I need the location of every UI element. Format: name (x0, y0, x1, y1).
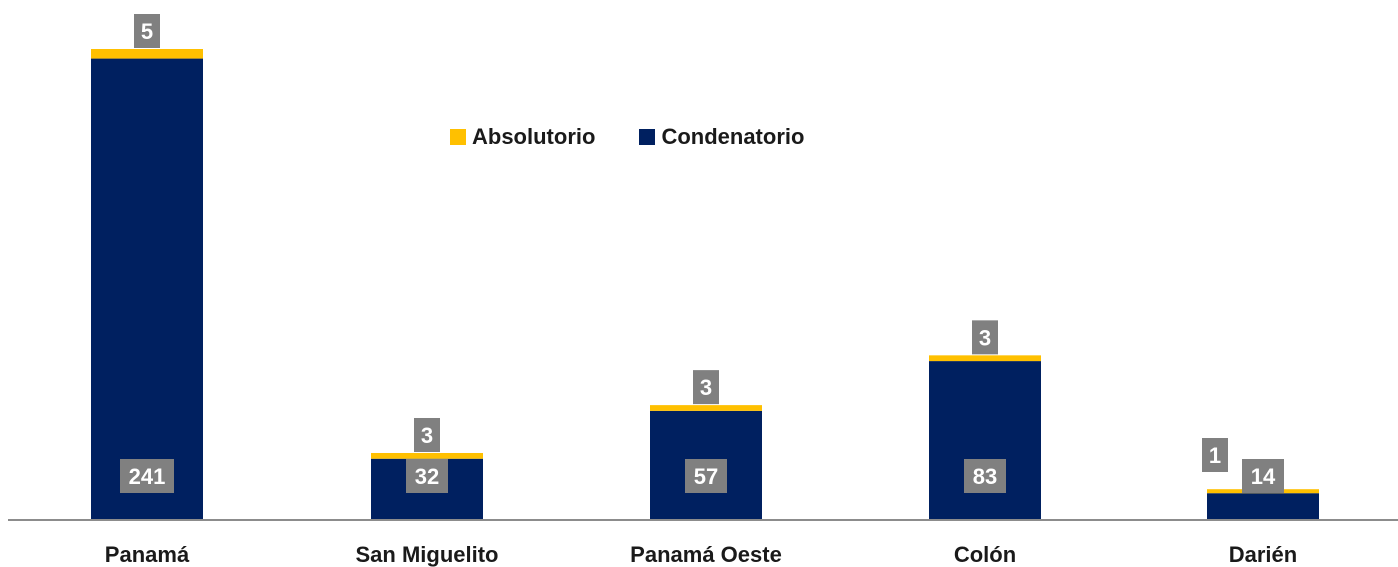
data-label-absolutorio: 3 (972, 320, 998, 355)
data-label-absolutorio-text: 3 (421, 423, 433, 448)
data-label-condenatorio-text: 32 (415, 464, 439, 489)
bar-condenatorio (1207, 493, 1319, 520)
bar-condenatorio (91, 58, 203, 520)
data-label-condenatorio-text: 241 (129, 464, 166, 489)
bar-absolutorio (371, 452, 483, 459)
data-label-absolutorio: 1 (1202, 438, 1228, 472)
data-label-condenatorio-box (1242, 459, 1284, 493)
data-label-absolutorio-text: 1 (1209, 443, 1221, 468)
data-label-absolutorio: 5 (134, 14, 160, 48)
data-label-condenatorio: 32 (406, 459, 448, 493)
bar-absolutorio (650, 405, 762, 411)
legend-label-condenatorio: Condenatorio (661, 124, 805, 149)
data-label-condenatorio: 14 (1242, 459, 1284, 493)
legend-swatch-absolutorio (450, 129, 466, 145)
data-label-absolutorio: 3 (693, 370, 719, 405)
x-tick-label: Darién (1229, 542, 1297, 567)
legend-label-absolutorio: Absolutorio (472, 124, 596, 149)
data-label-condenatorio-text: 83 (973, 464, 997, 489)
data-label-absolutorio-text: 3 (700, 375, 712, 400)
data-label-condenatorio-box (964, 459, 1006, 493)
legend-item-condenatorio: Condenatorio (639, 124, 804, 150)
data-label-condenatorio-text: 57 (694, 464, 718, 489)
x-tick-label: San Miguelito (356, 542, 499, 567)
x-tick-label: Colón (954, 542, 1016, 567)
legend: Absolutorio Condenatorio (450, 124, 848, 150)
legend-item-absolutorio: Absolutorio (450, 124, 595, 150)
data-label-absolutorio-box (414, 417, 440, 452)
data-label-condenatorio: 57 (685, 459, 727, 493)
data-label-absolutorio-box (693, 370, 719, 405)
data-label-absolutorio: 3 (414, 417, 440, 452)
data-label-absolutorio-box (134, 14, 160, 48)
data-label-condenatorio: 83 (964, 459, 1006, 493)
data-label-absolutorio-box (1202, 438, 1228, 472)
x-tick-label: Panamá (105, 542, 190, 567)
legend-swatch-condenatorio (639, 129, 656, 145)
data-label-condenatorio-box (120, 459, 174, 493)
data-label-condenatorio-box (685, 459, 727, 493)
data-label-condenatorio: 241 (120, 459, 174, 493)
bar-absolutorio (929, 355, 1041, 362)
x-tick-label: Panamá Oeste (630, 542, 782, 567)
data-label-absolutorio-box (972, 320, 998, 355)
bar-condenatorio (929, 361, 1041, 520)
data-label-absolutorio-text: 3 (979, 325, 991, 350)
data-label-condenatorio-text: 14 (1251, 464, 1276, 489)
data-label-absolutorio-text: 5 (141, 19, 153, 44)
data-label-condenatorio-box (406, 459, 448, 493)
bar-absolutorio (91, 49, 203, 59)
